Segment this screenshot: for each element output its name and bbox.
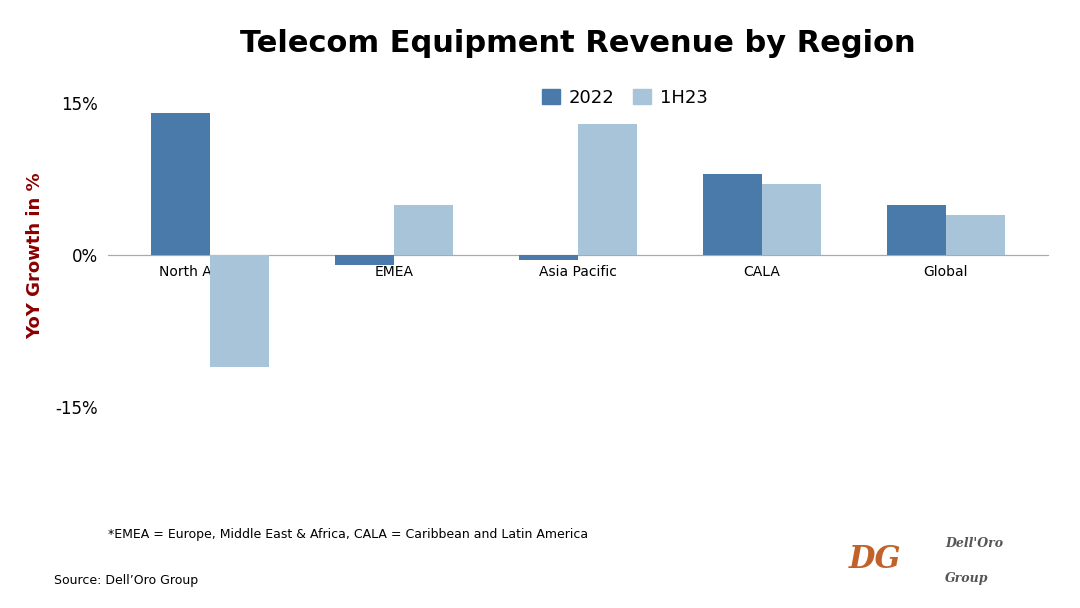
Text: Source: Dell’Oro Group: Source: Dell’Oro Group <box>54 574 198 587</box>
Bar <box>946 215 1004 255</box>
Bar <box>151 114 210 255</box>
Bar <box>394 205 453 255</box>
Bar <box>887 205 946 255</box>
Title: Telecom Equipment Revenue by Region: Telecom Equipment Revenue by Region <box>240 29 916 58</box>
Bar <box>210 255 269 367</box>
Bar <box>335 255 394 266</box>
Legend: 2022, 1H23: 2022, 1H23 <box>535 82 715 114</box>
Bar <box>703 174 761 255</box>
Text: *EMEA = Europe, Middle East & Africa, CALA = Caribbean and Latin America: *EMEA = Europe, Middle East & Africa, CA… <box>108 528 589 541</box>
Y-axis label: YoY Growth in %: YoY Growth in % <box>27 172 44 339</box>
Text: DG: DG <box>849 544 902 575</box>
Text: Group: Group <box>945 572 988 585</box>
Bar <box>761 184 821 255</box>
Bar <box>578 123 637 255</box>
Text: Dell'Oro: Dell'Oro <box>945 537 1003 550</box>
Bar <box>518 255 578 260</box>
